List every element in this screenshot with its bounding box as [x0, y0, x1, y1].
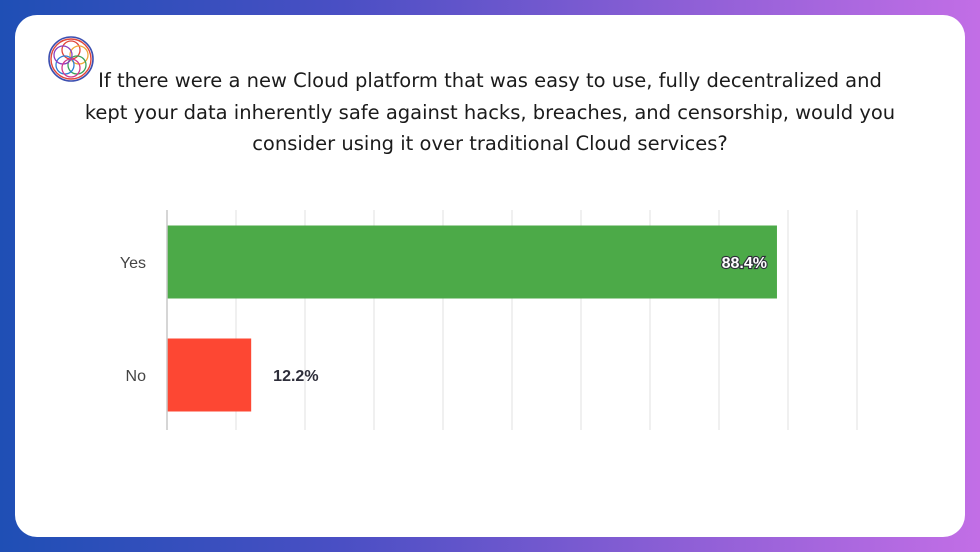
bar-yes	[167, 225, 777, 299]
category-label-yes: Yes	[120, 255, 146, 272]
circular-mesh-logo-icon	[48, 36, 94, 82]
value-label-yes: 88.4%	[722, 255, 767, 272]
survey-question: If there were a new Cloud platform that …	[84, 69, 896, 155]
category-label-no: No	[126, 368, 147, 385]
value-label-no: 12.2%	[273, 368, 318, 385]
bar-no	[167, 338, 252, 412]
